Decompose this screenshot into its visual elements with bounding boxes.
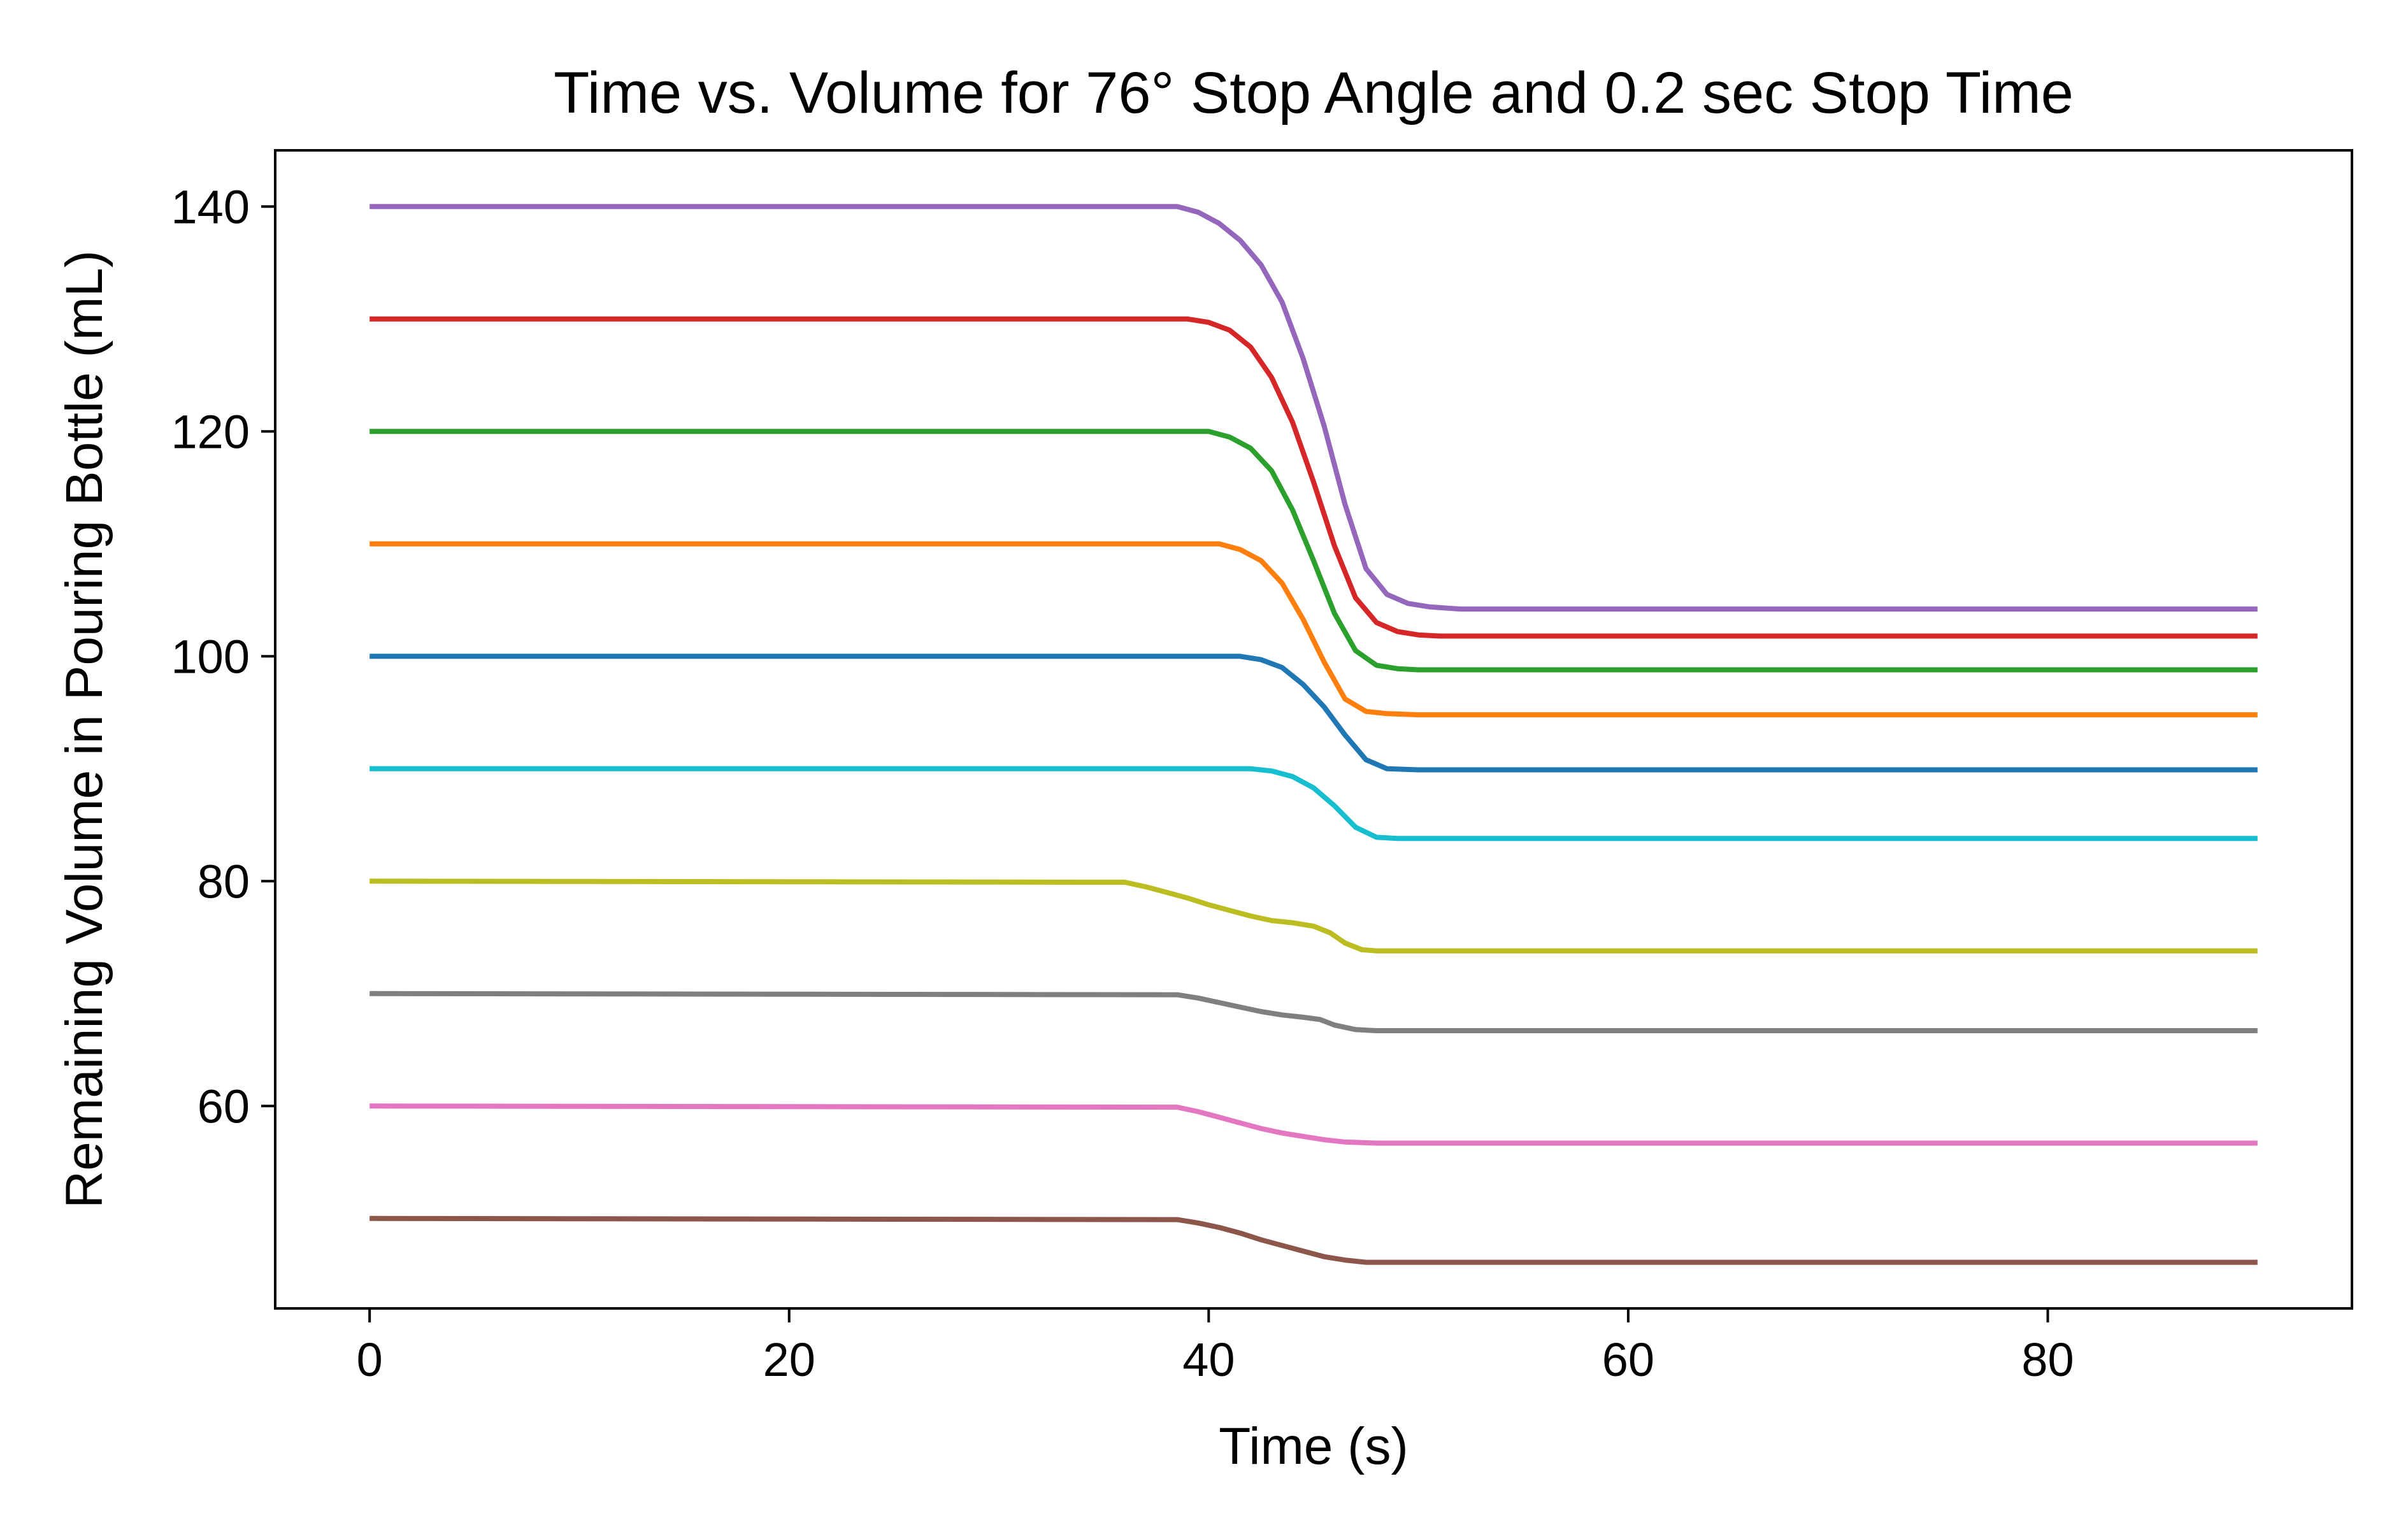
plot-frame [274,149,2353,1310]
y-tick-label: 60 [197,1080,250,1133]
y-tick-label: 100 [171,630,250,683]
y-axis-label: Remaining Volume in Pouring Bottle (mL) [55,250,113,1208]
x-tick-label: 20 [763,1333,815,1386]
series-line-6 [369,766,2258,841]
y-tick-label: 120 [171,405,250,458]
series-group [369,204,2258,1265]
series-line-8 [369,991,2258,1033]
series-line-7 [369,878,2258,954]
x-axis: 0 20 40 60 80 [357,1308,2074,1386]
x-tick-label: 40 [1182,1333,1235,1386]
series-line-5 [369,654,2258,773]
y-axis: 60 80 100 120 140 [171,180,275,1133]
series-line-3 [369,429,2258,673]
x-tick-label: 0 [357,1333,383,1386]
x-tick-label: 60 [1602,1333,1654,1386]
chart-title: Time vs. Volume for 76° Stop Angle and 0… [554,61,2074,125]
y-tick-label: 80 [197,855,250,908]
x-axis-label: Time (s) [1219,1417,1408,1475]
series-line-10 [369,1215,2258,1265]
series-line-1 [369,204,2258,612]
y-tick-label: 140 [171,180,250,233]
series-line-2 [369,316,2258,639]
x-tick-label: 80 [2021,1333,2074,1386]
series-line-4 [369,541,2258,718]
series-line-9 [369,1103,2258,1146]
plot-area [274,149,2353,1310]
